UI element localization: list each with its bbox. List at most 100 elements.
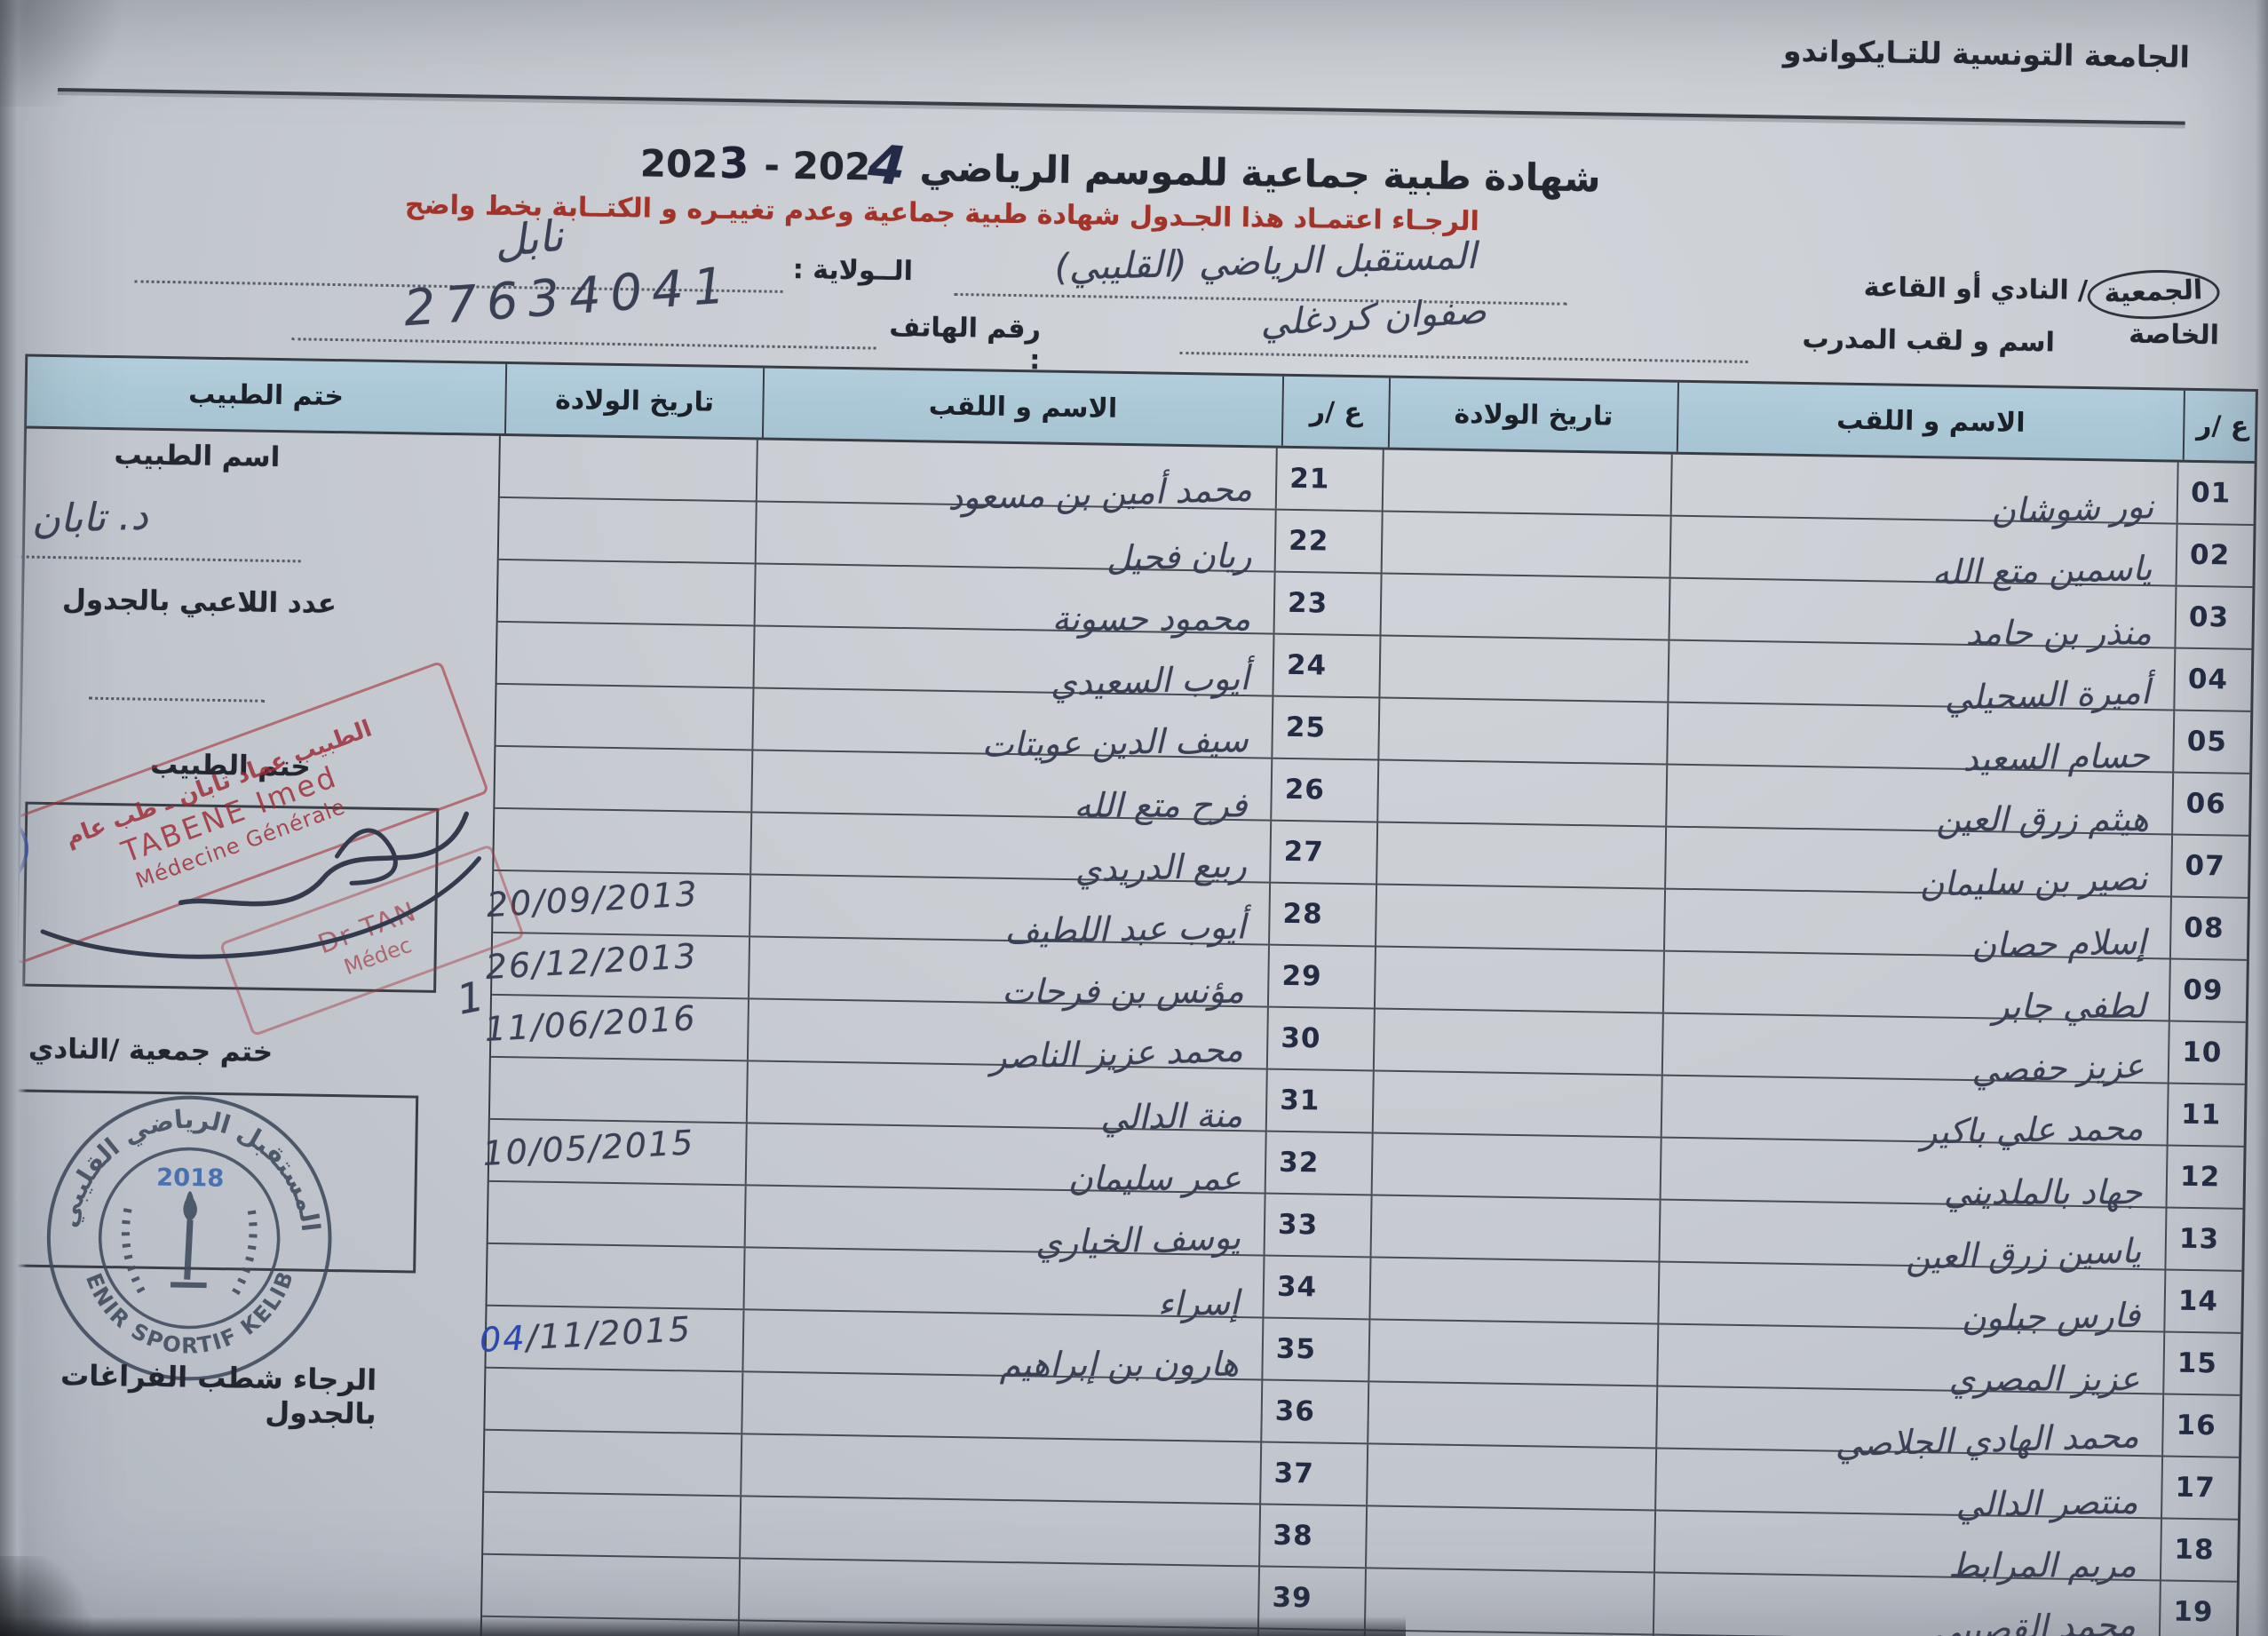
row-number: 25 — [1285, 711, 1327, 744]
cell-birthdate-right — [1367, 1506, 1657, 1572]
season-handwritten-digit: 3 — [718, 138, 751, 189]
header-name-left: الاسم و اللقب — [763, 368, 1285, 446]
cell-name-left: إسراء — [744, 1248, 1265, 1323]
cell-number-left: 32 — [1265, 1132, 1374, 1195]
row-number: 21 — [1289, 462, 1330, 496]
cell-birthdate-right — [1372, 1133, 1662, 1199]
cell-number-left: 21 — [1276, 448, 1384, 511]
cell-number-right: 08 — [2171, 898, 2248, 959]
cell-name-right: فارس جبلون — [1659, 1262, 2167, 1338]
birthdate-handwritten: 26/12/2013 — [484, 936, 699, 988]
cell-name-right: منتصر الدالي — [1656, 1449, 2164, 1524]
row-number: 10 — [2181, 1036, 2223, 1069]
cell-birthdate-right — [1378, 760, 1669, 826]
cell-name-right: عزيز المصري — [1658, 1324, 2166, 1399]
cell-name-right: هيثم زرق العين — [1667, 765, 2175, 838]
cell-number-left: 24 — [1273, 634, 1382, 697]
row-number: 11 — [2180, 1098, 2222, 1132]
player-name-handwritten: محمد القصيبي — [1932, 1604, 2137, 1636]
cell-name-left: محمد أمين بن مسعود — [757, 440, 1278, 518]
cell-name-right: نصير بن سليمان — [1666, 827, 2174, 904]
cell-number-right: 09 — [2170, 960, 2247, 1021]
cell-number-right: 18 — [2161, 1519, 2238, 1580]
birthdate-handwritten: /11/2015 — [525, 1309, 694, 1358]
header-birthdate-right: تاريخ الولادة — [1389, 377, 1680, 452]
row-number: 02 — [2189, 538, 2231, 572]
cell-birthdate-left — [499, 435, 758, 501]
row-number: 04 — [2187, 663, 2229, 696]
cell-name-left: محمد عزيز الناصر — [748, 999, 1269, 1076]
cell-birthdate-left — [487, 1243, 746, 1309]
header-doctor-stamp: ختم الطبيب — [27, 356, 508, 434]
row-number: 18 — [2174, 1533, 2215, 1567]
cell-number-left: 22 — [1275, 510, 1384, 573]
pen-scribble — [0, 749, 28, 882]
season-years: 2023 - 2024 — [639, 133, 908, 198]
header-name-right: الاسم و اللقب — [1677, 382, 2185, 460]
cell-number-left: 37 — [1261, 1442, 1369, 1505]
cell-number-left: 29 — [1268, 945, 1376, 1008]
cell-name-right: محمد الهادي الجلاصي — [1657, 1386, 2165, 1464]
wilaya-handwritten-value: نابل — [491, 210, 566, 268]
cell-birthdate-right — [1375, 947, 1665, 1013]
header-number-right: ع /ر — [2195, 409, 2249, 442]
cell-birthdate-right — [1369, 1320, 1660, 1386]
cell-birthdate-left: 26/12/2013 — [485, 933, 751, 998]
title-text: شهادة طبية جماعية للموسم الرياضي — [919, 146, 1601, 201]
cell-number-left: 36 — [1262, 1380, 1370, 1443]
row-number: 39 — [1272, 1581, 1312, 1615]
season-handwritten-digit: 4 — [865, 132, 909, 199]
row-number: 22 — [1288, 524, 1329, 558]
cell-name-left: محمود حسونة — [755, 564, 1276, 639]
cell-birthdate-left: 10/05/2015 — [481, 1119, 748, 1185]
row-number: 37 — [1273, 1457, 1315, 1490]
cell-name-right: مريم المرابط — [1654, 1511, 2162, 1585]
laurel-right — [232, 1206, 258, 1296]
cell-birthdate-left — [495, 746, 754, 812]
row-number: 19 — [2173, 1595, 2214, 1629]
cell-birthdate-left: 11/06/2016 — [484, 995, 749, 1060]
cell-birthdate-left — [483, 1492, 742, 1558]
cell-number-left: 31 — [1266, 1069, 1375, 1132]
cell-number-right: 05 — [2174, 711, 2250, 773]
row-number: 36 — [1274, 1394, 1316, 1428]
wilaya-label: الــولاية : — [792, 254, 914, 288]
cell-birthdate-right — [1373, 1071, 1663, 1137]
doctor-name-handwritten: د. تابان — [30, 493, 149, 544]
cell-number-right: 10 — [2169, 1022, 2246, 1084]
cell-birthdate-left — [482, 1554, 741, 1620]
cell-birthdate-right — [1370, 1258, 1661, 1323]
association-handwritten-value: المستقبل الرياضي (القليبي) — [1053, 234, 1478, 290]
row-number: 06 — [2185, 787, 2227, 821]
header-birthdate-left: تاريخ الولادة — [505, 364, 765, 438]
cell-name-right: منذر بن حامد — [1669, 578, 2177, 653]
cell-name-right: حسام السعيد — [1668, 703, 2176, 779]
dotted-line — [291, 337, 876, 350]
cell-number-right: 13 — [2166, 1209, 2242, 1270]
cell-name-left: سيف الدين عويتات — [753, 688, 1274, 765]
cell-birthdate-left — [489, 1057, 749, 1123]
cell-number-right: 12 — [2168, 1147, 2244, 1208]
header-number-left: ع /ر — [1282, 376, 1392, 448]
cell-birthdate-left — [496, 684, 755, 750]
row-number: 07 — [2185, 849, 2225, 883]
season-printed-1: 202 — [639, 141, 718, 187]
cell-name-left — [740, 1559, 1261, 1628]
club-stamp-label: ختم جمعية /النادي — [28, 1032, 274, 1068]
cell-birthdate-left — [498, 497, 757, 563]
cell-birthdate-right — [1365, 1568, 1655, 1634]
row-number: 12 — [2179, 1160, 2221, 1194]
cell-number-right: 11 — [2169, 1084, 2245, 1146]
row-number: 23 — [1287, 586, 1328, 620]
cell-birthdate-left — [484, 1430, 743, 1496]
row-number: 34 — [1276, 1270, 1318, 1304]
cell-number-left: 33 — [1265, 1194, 1373, 1257]
cell-name-left: ربيع الدريدي — [751, 813, 1273, 890]
cell-number-left: 25 — [1273, 696, 1381, 759]
row-number: 15 — [2177, 1346, 2218, 1380]
club-stamp-year: 2018 — [156, 1164, 225, 1193]
row-number: 13 — [2178, 1222, 2220, 1256]
cell-name-left: أيوب السعيدي — [754, 626, 1275, 703]
cell-number-left: 38 — [1260, 1505, 1368, 1568]
